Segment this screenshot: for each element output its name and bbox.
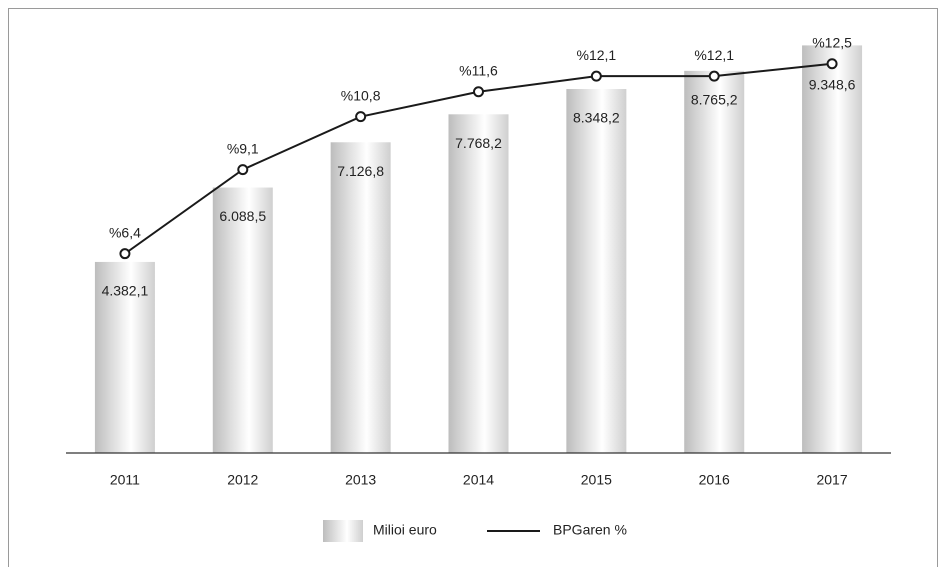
line-value-label: %6,4 bbox=[109, 224, 141, 240]
legend-label: BPGaren % bbox=[553, 522, 627, 538]
bar bbox=[684, 70, 745, 453]
legend-label: Milioi euro bbox=[373, 522, 437, 538]
bar bbox=[330, 142, 391, 453]
line-marker bbox=[119, 248, 131, 260]
bar bbox=[212, 187, 273, 454]
line-marker bbox=[826, 58, 838, 70]
line-value-label: %10,8 bbox=[341, 87, 381, 103]
bar-value-label: 7.768,2 bbox=[455, 135, 502, 151]
bar-value-label: 8.348,2 bbox=[573, 110, 620, 126]
line-marker bbox=[355, 111, 367, 123]
line-value-label: %9,1 bbox=[227, 140, 259, 156]
line-value-label: %12,1 bbox=[577, 47, 617, 63]
line-value-label: %11,6 bbox=[459, 62, 498, 78]
line-marker bbox=[473, 86, 484, 98]
x-tick-label: 2012 bbox=[227, 472, 258, 488]
bar-value-label: 9.348,6 bbox=[809, 76, 856, 92]
line-marker bbox=[237, 164, 249, 176]
bar bbox=[566, 89, 627, 453]
x-tick-label: 2015 bbox=[581, 472, 612, 488]
bar-value-label: 7.126,8 bbox=[337, 163, 384, 179]
x-tick-label: 2016 bbox=[699, 472, 730, 488]
x-tick-label: 2017 bbox=[816, 472, 847, 488]
frame bbox=[8, 8, 938, 567]
x-tick-label: 2013 bbox=[345, 472, 376, 488]
bar bbox=[448, 114, 509, 453]
bar bbox=[94, 261, 155, 453]
x-tick-label: 2014 bbox=[463, 472, 494, 488]
bar-value-label: 6.088,5 bbox=[219, 208, 266, 224]
line-marker bbox=[590, 70, 602, 82]
legend-swatch bbox=[323, 520, 363, 542]
bar bbox=[802, 45, 863, 454]
line-value-label: %12,1 bbox=[694, 47, 734, 63]
bar-value-label: 4.382,1 bbox=[102, 283, 149, 299]
x-tick-label: 2011 bbox=[110, 472, 140, 488]
bar-value-label: 8.765,2 bbox=[691, 92, 738, 108]
line-marker bbox=[708, 70, 720, 82]
line-value-label: %12,5 bbox=[812, 34, 852, 50]
